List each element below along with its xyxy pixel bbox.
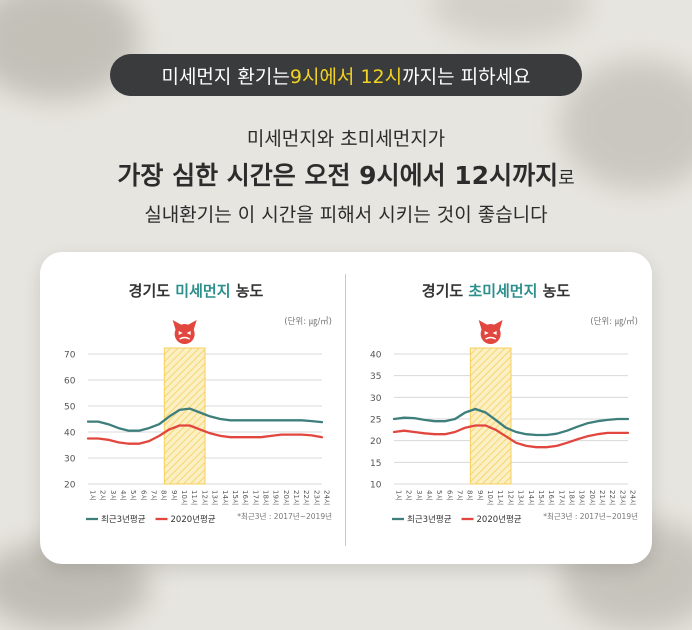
pm10-x-tick-label: 12시 [200, 490, 208, 505]
charts-card: 경기도 미세먼지 농도 경기도 초미세먼지 농도 (단위: ㎍/㎥) 20 30 40… [40, 252, 652, 564]
pm25-legend-label-1: 2020년평균 [477, 514, 522, 525]
pm25-x-tick-label: 14시 [527, 490, 535, 505]
pm25-x-tick-label: 24시 [629, 490, 637, 505]
background-smog-blob [560, 60, 692, 190]
pm25-y-tick-label: 30 [370, 394, 382, 404]
pm25-x-tick-label: 5시 [435, 490, 443, 501]
devil-face-icon [172, 320, 197, 344]
subtitle-line-3: 실내환기는 이 시간을 피해서 시키는 것이 좋습니다 [144, 204, 548, 226]
pm25-series-line-0 [392, 407, 630, 437]
pm10-y-tick-label: 20 [64, 481, 76, 491]
devil-face-icon [478, 320, 503, 344]
subtitle-line-2-tail: 로 [558, 168, 575, 189]
pm25-x-tick-label: 4시 [425, 490, 433, 501]
pm25-x-tick-label: 11시 [496, 490, 504, 505]
pm10-x-tick-label: 1시 [89, 490, 97, 501]
pm10-x-tick-label: 8시 [160, 490, 168, 501]
pm25-series-line-1 [392, 424, 630, 449]
pm25-x-tick-label: 21시 [598, 490, 606, 505]
pm25-x-tick-label: 15시 [537, 490, 545, 505]
pm10-x-tick-label: 14시 [221, 490, 229, 505]
pm10-x-tick-label: 9시 [170, 490, 178, 501]
pm10-x-tick-label: 10시 [180, 490, 188, 505]
pm25-x-tick-label: 16시 [547, 490, 555, 505]
pm25-title-pre: 경기도 [421, 282, 469, 300]
headline-banner: 미세먼지 환기는 9시에서 12시 까지는 피하세요 [110, 54, 582, 96]
pm25-x-tick-label: 17시 [557, 490, 565, 505]
pm10-x-tick-label: 4시 [119, 490, 127, 501]
pm25-x-tick-label: 10시 [486, 490, 494, 505]
pm25-y-tick-label: 25 [370, 416, 381, 426]
pm10-title-highlight: 미세먼지 [175, 282, 231, 300]
pm10-x-tick-label: 16시 [241, 490, 249, 505]
pm25-x-tick-label: 18시 [567, 490, 575, 505]
pm10-x-tick-label: 23시 [312, 490, 320, 505]
pm25-title-post: 농도 [537, 282, 571, 300]
pm25-title-highlight: 초미세먼지 [468, 282, 538, 300]
pm10-x-tick-label: 5시 [129, 490, 137, 501]
pm25-x-tick-label: 1시 [395, 490, 403, 501]
pm25-x-tick-label: 13시 [517, 490, 525, 505]
pm25-x-tick-label: 2시 [405, 490, 413, 501]
pm10-x-tick-label: 15시 [231, 490, 239, 505]
pm10-x-tick-label: 6시 [139, 490, 147, 501]
pm10-y-tick-label: 50 [64, 403, 76, 413]
pm25-y-tick-label: 10 [370, 481, 382, 491]
pm10-x-tick-label: 24시 [323, 490, 331, 505]
banner-text-pre: 미세먼지 환기는 [161, 65, 290, 88]
pm25-x-tick-label: 9시 [476, 490, 484, 501]
pm10-unit-label: (단위: ㎍/㎥) [284, 316, 332, 327]
pm10-x-tick-label: 18시 [261, 490, 269, 505]
pm25-y-tick-label: 35 [370, 372, 381, 382]
pm10-x-tick-label: 22시 [302, 490, 310, 505]
pm25-footnote: *최근3년 : 2017년~2019년 [543, 511, 638, 521]
chart-divider [345, 274, 346, 546]
pm10-x-tick-label: 19시 [272, 490, 280, 505]
pm25-legend-label-0: 최근3년평균 [407, 514, 452, 525]
pm25-x-tick-label: 20시 [588, 490, 596, 505]
pm10-x-tick-label: 11시 [190, 490, 198, 505]
pm10-footnote: *최근3년 : 2017년~2019년 [237, 511, 332, 521]
pm25-x-tick-label: 7시 [456, 490, 464, 501]
pm10-title-pre: 경기도 [128, 282, 176, 300]
pm10-x-tick-label: 17시 [251, 490, 259, 505]
pm10-x-tick-label: 13시 [211, 490, 219, 505]
pm25-x-tick-label: 3시 [415, 490, 423, 501]
background-smog-blob [430, 0, 590, 40]
pm25-unit-label: (단위: ㎍/㎥) [590, 316, 638, 327]
pm10-y-tick-label: 30 [64, 455, 76, 465]
banner-text-post: 까지는 피하세요 [402, 65, 531, 88]
banner-highlight: 9시에서 12시 [289, 65, 403, 88]
pm10-chart-title: 경기도 미세먼지 농도 [46, 280, 346, 301]
pm10-title-post: 농도 [230, 282, 264, 300]
pm10-legend-label-1: 2020년평균 [171, 514, 216, 525]
pm10-y-tick-label: 40 [64, 429, 76, 439]
pm25-y-tick-label: 20 [370, 437, 382, 447]
pm10-series-line-0 [86, 407, 324, 432]
pm25-x-tick-label: 22시 [608, 490, 616, 505]
pm25-x-tick-label: 8시 [466, 490, 474, 501]
pm10-x-tick-label: 21시 [292, 490, 300, 505]
pm10-y-tick-label: 60 [64, 377, 76, 387]
pm10-x-tick-label: 20시 [282, 490, 290, 505]
subtitle-line-2: 가장 심한 시간은 오전 9시에서 12시까지로 [0, 156, 692, 192]
pm25-y-tick-label: 40 [370, 351, 382, 361]
pm10-x-tick-label: 7시 [150, 490, 158, 501]
subtitle-line-1: 미세먼지와 초미세먼지가 [246, 128, 446, 150]
pm25-chart-title: 경기도 초미세먼지 농도 [346, 280, 646, 301]
subtitle-line-2-main: 가장 심한 시간은 오전 9시에서 12시까지 [117, 161, 559, 190]
pm25-y-tick-label: 15 [370, 459, 381, 469]
pm25-x-tick-label: 19시 [578, 490, 586, 505]
pm10-x-tick-label: 3시 [109, 490, 117, 501]
pm25-x-tick-label: 12시 [506, 490, 514, 505]
pm25-x-tick-label: 23시 [618, 490, 626, 505]
pm10-legend-label-0: 최근3년평균 [101, 514, 146, 525]
pm25-x-tick-label: 6시 [445, 490, 453, 501]
pm25-chart: (단위: ㎍/㎥) 10 15 20 25 30 35 40 1시 2시 3시 4시 5시 6시 7시 8시 9… [370, 316, 638, 525]
pm10-x-tick-label: 2시 [99, 490, 107, 501]
pm10-y-tick-label: 70 [64, 351, 76, 361]
pm10-series-line-1 [86, 424, 324, 445]
